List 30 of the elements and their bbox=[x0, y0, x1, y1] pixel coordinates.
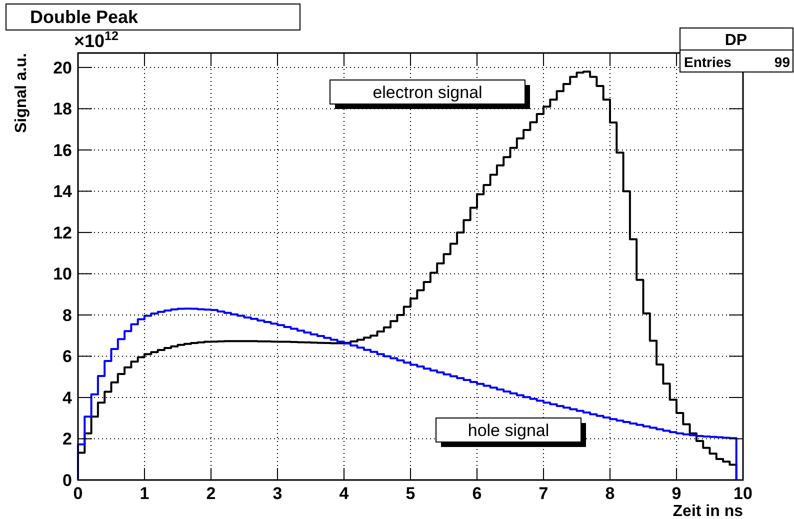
x-tick-label: 4 bbox=[339, 484, 350, 503]
chart-title: Double Peak bbox=[30, 7, 140, 27]
legend-label: electron signal bbox=[372, 82, 482, 102]
x-tick-label: 10 bbox=[734, 484, 752, 503]
y-tick-label: 20 bbox=[53, 58, 72, 78]
x-tick-label: 5 bbox=[406, 484, 416, 503]
x-tick-label: 3 bbox=[272, 484, 282, 503]
x-tick-label: 2 bbox=[206, 484, 216, 503]
text: ×10$^{12}$ bbox=[74, 29, 119, 51]
y-tick-label: 8 bbox=[62, 306, 72, 325]
x-tick-label: 9 bbox=[672, 484, 682, 503]
y-axis-title: Signal a.u. bbox=[13, 53, 30, 134]
annotation: Entries bbox=[684, 54, 732, 70]
y-tick-label: 2 bbox=[62, 430, 72, 449]
y-tick-label: 16 bbox=[53, 140, 72, 160]
x-tick-label: 6 bbox=[472, 484, 482, 503]
x-tick-label: 8 bbox=[605, 484, 615, 503]
y-tick-label: 0 bbox=[62, 470, 72, 490]
y-tick-label: 6 bbox=[62, 347, 72, 366]
x-tick-label: 7 bbox=[538, 484, 548, 503]
text: DP bbox=[724, 32, 748, 49]
series-label: hole signal bbox=[468, 420, 550, 440]
x-axis-title: Zeit in ns bbox=[672, 503, 744, 519]
y-tick-label: 14 bbox=[53, 182, 73, 202]
text: 99 bbox=[774, 54, 790, 70]
y-tick-label: 12 bbox=[53, 223, 72, 242]
y-tick-label: 18 bbox=[53, 100, 72, 119]
y-tick-label: 4 bbox=[62, 388, 73, 408]
y-tick-label: 10 bbox=[53, 264, 72, 284]
x-tick-label: 1 bbox=[140, 484, 150, 503]
